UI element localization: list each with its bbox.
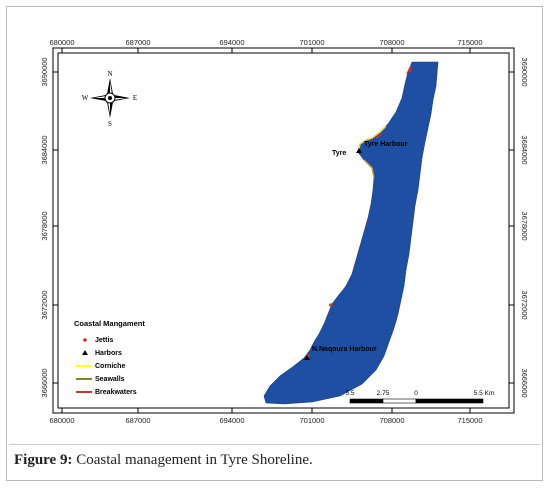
jetty-marker xyxy=(408,68,412,72)
jetty-marker xyxy=(329,303,333,307)
y-tick-left: 3690000 xyxy=(40,57,49,86)
map-inner-frame xyxy=(57,52,510,409)
x-tick-bottom: 687000 xyxy=(125,416,150,425)
y-tick-right: 3672000 xyxy=(520,290,529,319)
caption-text: Coastal management in Tyre Shoreline. xyxy=(72,452,313,468)
x-tick-top: 694000 xyxy=(219,38,244,47)
legend-item-label: Breakwaters xyxy=(95,389,137,396)
legend-jetty-symbol xyxy=(83,338,87,342)
legend-item-label: Seawalls xyxy=(95,376,125,383)
scale-bar: 5.5 2.75 0 5.5 Km xyxy=(345,390,495,404)
x-tick-bottom: 694000 xyxy=(219,416,244,425)
map-outer-frame xyxy=(52,47,515,414)
compass-s: S xyxy=(108,120,112,128)
compass-w: W xyxy=(82,94,89,102)
legend-item-label: Jettis xyxy=(95,337,113,344)
legend-item-label: Corniche xyxy=(95,363,125,370)
y-tick-left: 3672000 xyxy=(40,290,49,319)
scale-label: 0 xyxy=(414,390,418,397)
caption-label: Figure 9: xyxy=(14,452,73,468)
x-tick-bottom: 715000 xyxy=(457,416,482,425)
x-tick-top: 687000 xyxy=(125,38,150,47)
y-tick-left: 3684000 xyxy=(40,135,49,164)
x-tick-bottom: 701000 xyxy=(299,416,324,425)
legend-item-label: Harbors xyxy=(95,350,122,357)
place-label-naqoura-harbour: N.Naqoura Harbour xyxy=(312,346,377,353)
x-tick-bottom: 708000 xyxy=(379,416,404,425)
y-tick-left: 3666000 xyxy=(40,368,49,397)
legend-title: Coastal Mangament xyxy=(74,319,145,328)
place-label-tyre-harbour: Tyre Harbour xyxy=(364,141,408,148)
breakwater-line xyxy=(375,133,383,139)
scale-label: 2.75 xyxy=(377,390,390,397)
scale-label: 5.5 xyxy=(345,390,354,397)
legend: Coastal Mangament Jettis Harbors Cornich… xyxy=(74,319,145,396)
compass-e: E xyxy=(133,94,137,102)
x-tick-bottom: 680000 xyxy=(49,416,74,425)
compass-rose-icon xyxy=(90,78,130,118)
caption-divider xyxy=(9,444,540,478)
y-tick-right: 3678000 xyxy=(520,211,529,240)
sea-area xyxy=(263,61,439,405)
corniche-line xyxy=(357,125,387,153)
y-tick-right: 3690000 xyxy=(520,57,529,86)
harbor-marker xyxy=(356,148,362,153)
x-tick-top: 715000 xyxy=(457,38,482,47)
compass-n: N xyxy=(107,70,112,78)
y-tick-right: 3666000 xyxy=(520,368,529,397)
x-tick-top: 701000 xyxy=(299,38,324,47)
place-label-tyre: Tyre xyxy=(332,150,346,157)
scale-label: 5.5 Km xyxy=(474,390,495,397)
y-tick-right: 3684000 xyxy=(520,135,529,164)
x-tick-top: 708000 xyxy=(379,38,404,47)
y-tick-left: 3678000 xyxy=(40,211,49,240)
legend-harbor-symbol xyxy=(82,350,88,355)
harbor-marker xyxy=(304,355,310,360)
figure-caption: Figure 9: Coastal management in Tyre Sho… xyxy=(14,452,534,474)
x-tick-top: 680000 xyxy=(49,38,74,47)
frame-ticks xyxy=(53,48,514,413)
seawall-line xyxy=(363,159,375,179)
